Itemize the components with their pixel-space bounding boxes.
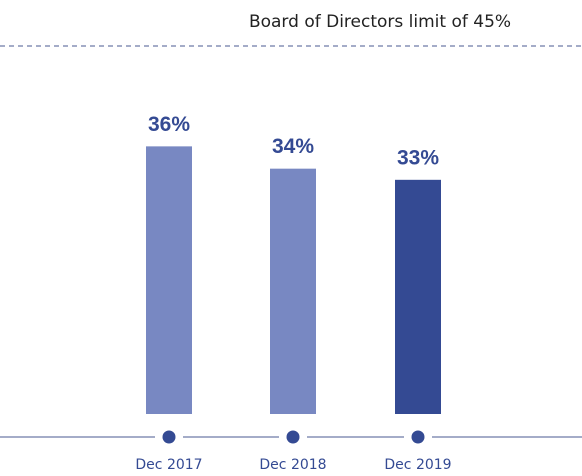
bar <box>146 146 192 414</box>
axis-dot <box>411 430 425 444</box>
value-label: 33% <box>397 146 439 169</box>
axis-dot <box>162 430 176 444</box>
x-tick-label: Dec 2017 <box>135 457 202 473</box>
bar <box>395 179 441 414</box>
limit-label: Board of Directors limit of 45% <box>249 12 511 32</box>
axis-dot <box>286 430 300 444</box>
value-label: 36% <box>148 113 190 136</box>
value-label: 34% <box>272 135 314 158</box>
x-tick-label: Dec 2018 <box>259 457 326 473</box>
bar <box>270 168 316 414</box>
x-tick-label: Dec 2019 <box>384 457 451 473</box>
